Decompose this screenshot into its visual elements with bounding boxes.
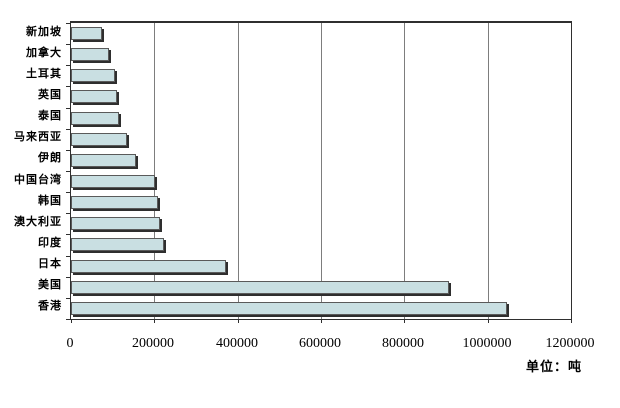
x-axis-tick	[321, 319, 322, 323]
gridline	[237, 23, 239, 319]
x-axis-tick-label: 200000	[132, 336, 174, 351]
x-axis-tick-label: 0	[66, 336, 74, 351]
y-axis-label: 澳大利亚	[14, 216, 62, 228]
x-axis-tick	[154, 319, 156, 323]
y-axis-label: 土耳其	[26, 68, 62, 80]
y-axis-tick	[66, 234, 71, 235]
x-axis-tick-label: 1200000	[545, 336, 595, 351]
y-axis-tick	[66, 108, 71, 109]
bar	[71, 69, 115, 83]
bar	[71, 175, 155, 188]
x-axis-tick-label: 800000	[382, 336, 424, 351]
y-axis-label: 中国台湾	[14, 174, 62, 186]
x-axis-tick-label: 600000	[299, 336, 341, 351]
bar	[71, 153, 136, 167]
y-axis-tick	[66, 319, 71, 320]
y-axis-label: 马来西亚	[14, 131, 62, 143]
gridline	[321, 23, 322, 319]
x-axis-tick	[487, 319, 489, 323]
x-axis-tick	[571, 319, 572, 323]
bar	[71, 238, 164, 252]
y-axis-tick	[66, 256, 71, 257]
y-axis-tick	[66, 171, 71, 172]
y-axis-label: 加拿大	[26, 47, 62, 59]
y-axis-tick	[66, 192, 71, 193]
gridline	[154, 23, 156, 319]
y-axis-label: 日本	[38, 258, 62, 270]
y-axis-tick	[66, 298, 71, 299]
x-axis-tick	[404, 319, 406, 323]
y-axis-tick	[66, 86, 71, 87]
unit-label: 单位：吨	[525, 359, 582, 374]
y-axis-tick	[66, 129, 71, 130]
gridline	[487, 23, 489, 319]
bar	[71, 301, 507, 315]
bar	[71, 111, 119, 125]
bar	[71, 217, 160, 231]
y-axis-label: 新加坡	[26, 26, 62, 38]
bar	[71, 48, 109, 62]
y-axis-label: 泰国	[38, 110, 62, 122]
bar	[71, 90, 117, 104]
x-axis-tick-label: 400000	[216, 336, 258, 351]
bar	[71, 259, 226, 273]
y-axis-tick	[66, 277, 71, 278]
y-axis-tick	[66, 65, 71, 66]
y-axis-label: 韩国	[38, 195, 62, 207]
y-axis-tick	[66, 213, 71, 214]
y-axis-label: 英国	[38, 89, 62, 101]
y-axis-label: 美国	[38, 279, 62, 291]
y-axis-tick	[66, 44, 71, 45]
x-axis-tick	[71, 319, 72, 323]
y-axis-tick	[66, 150, 71, 151]
x-axis-tick	[237, 319, 239, 323]
y-axis-label: 印度	[38, 237, 62, 249]
bar	[71, 280, 449, 294]
y-axis-label: 伊朗	[38, 152, 62, 164]
gridline	[404, 23, 406, 319]
bar	[71, 196, 158, 210]
bar	[71, 132, 127, 146]
plot-area	[66, 21, 572, 323]
x-axis-tick-label: 1000000	[462, 336, 512, 351]
y-axis-label: 香港	[38, 300, 62, 312]
bar	[71, 27, 102, 40]
y-axis-tick	[66, 23, 71, 24]
